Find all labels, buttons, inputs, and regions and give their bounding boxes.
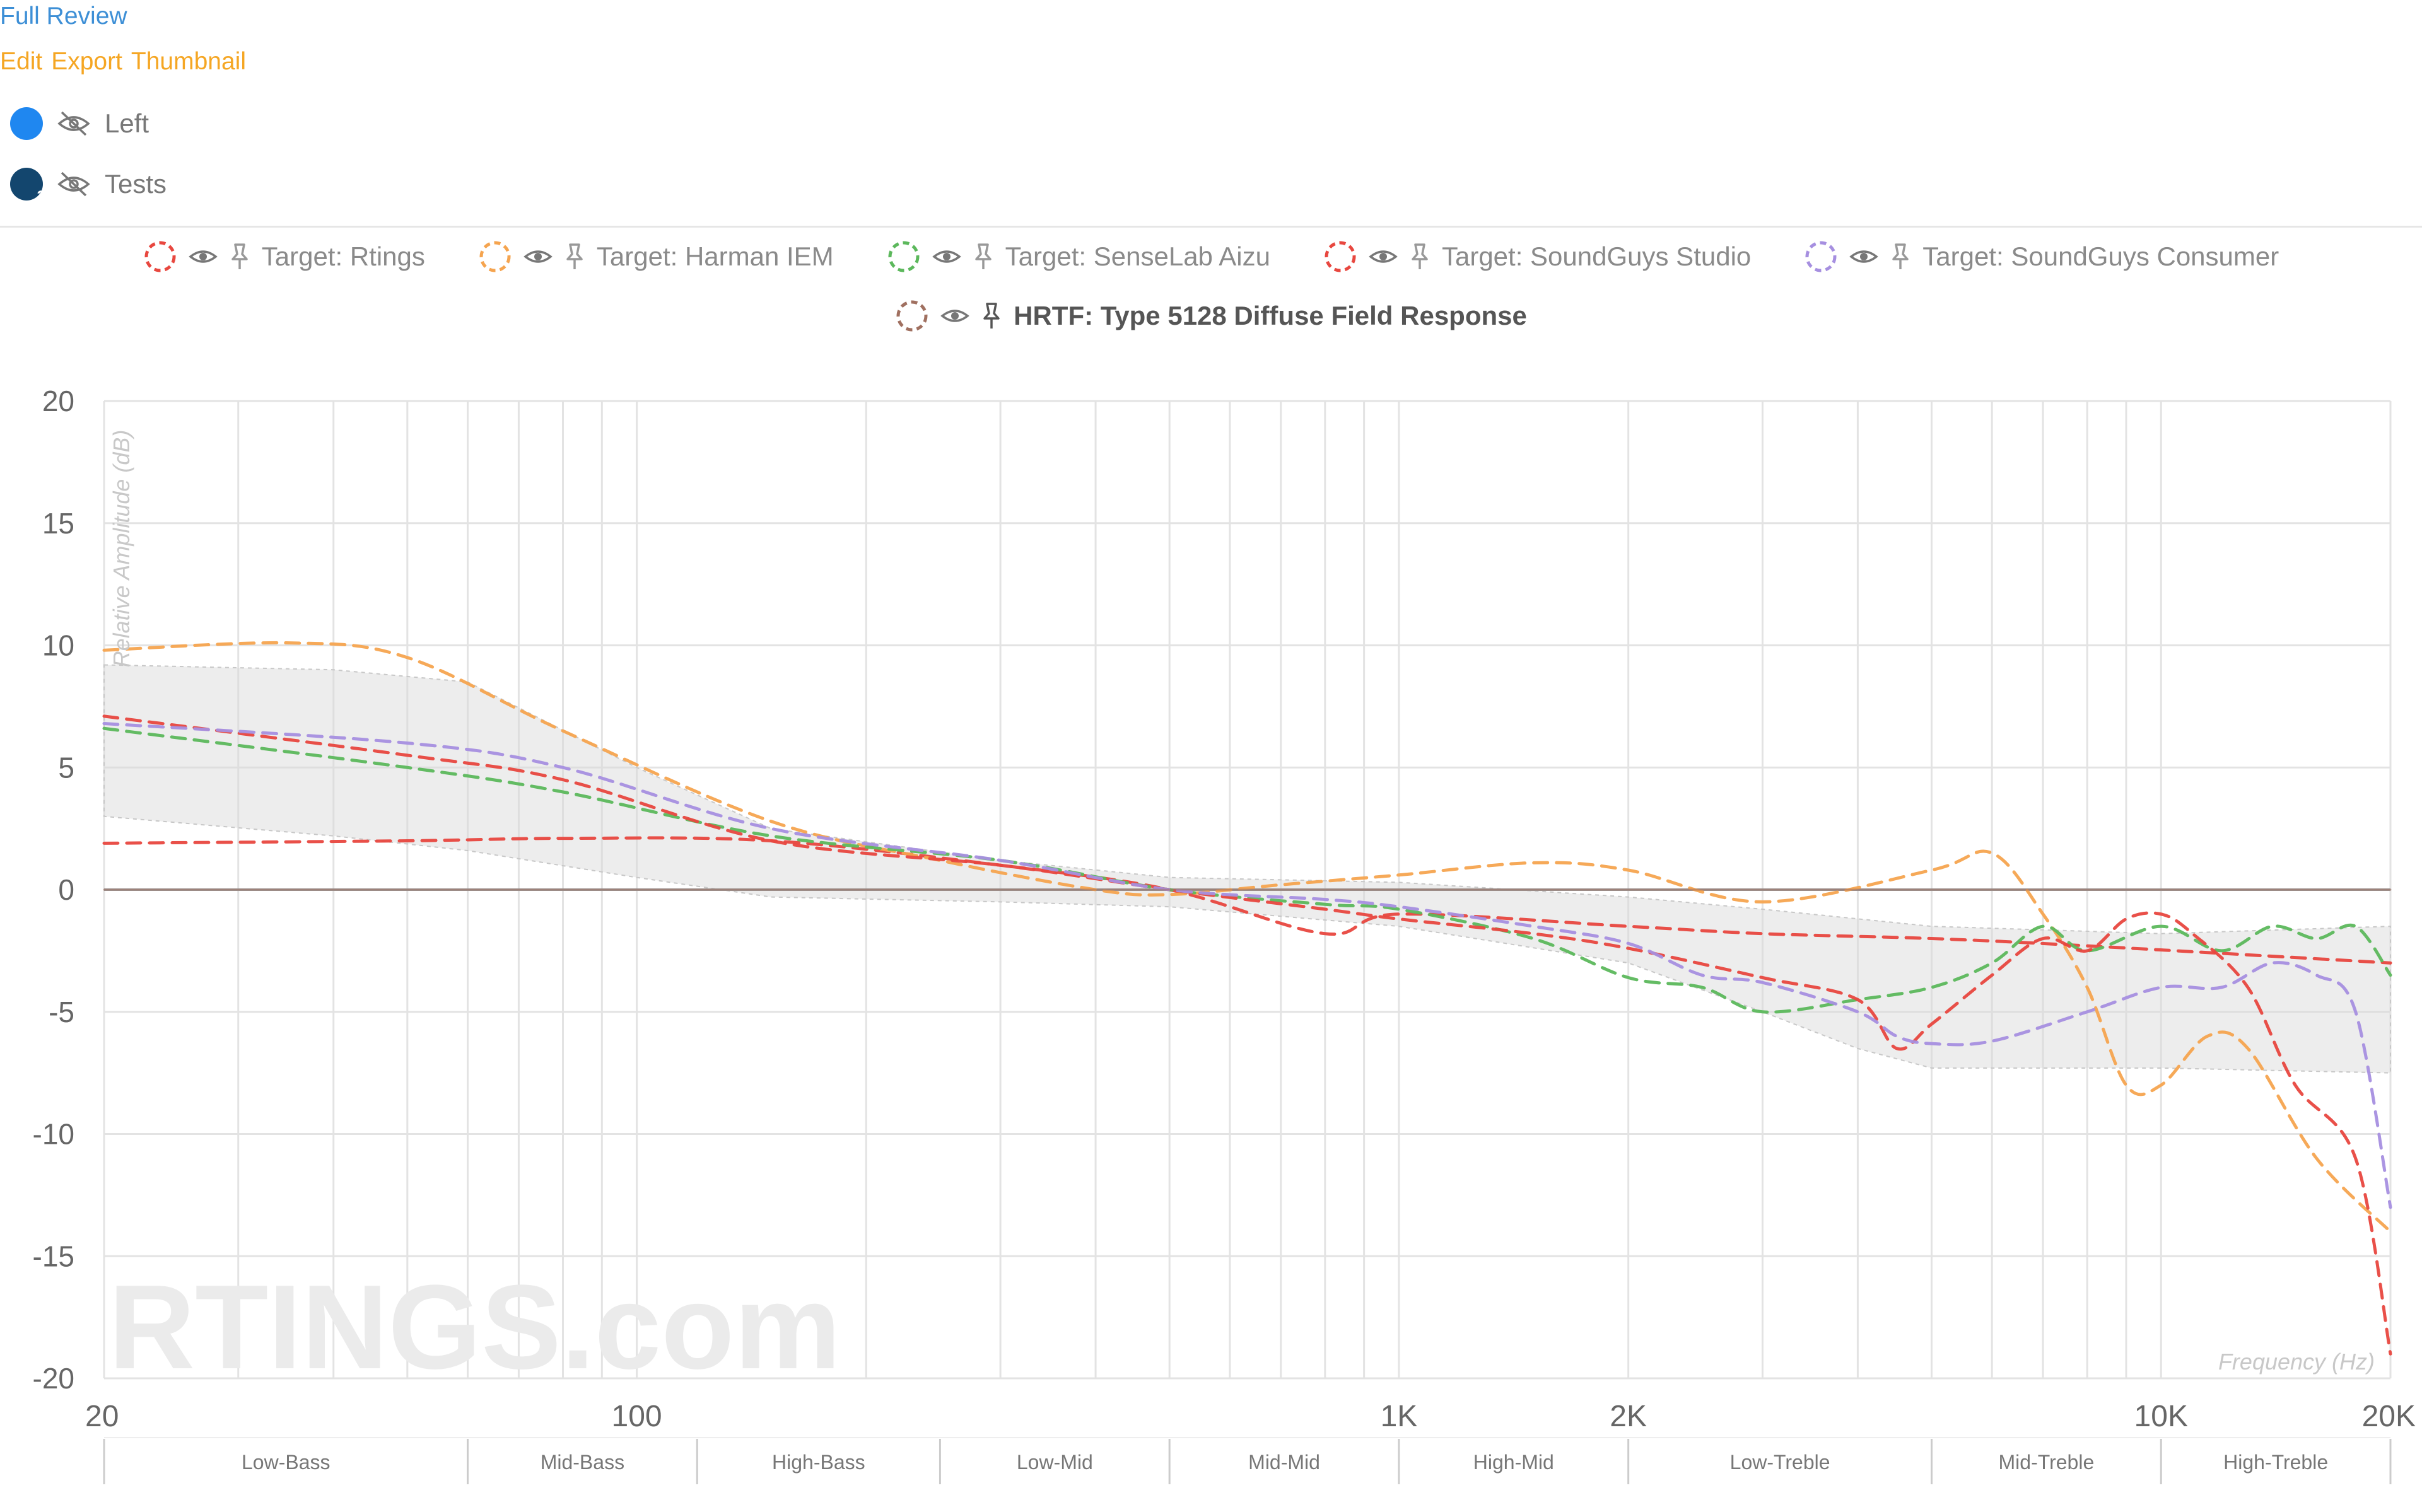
series-color-ring[interactable] bbox=[895, 299, 929, 333]
legend-label: Target: SoundGuys Consumer bbox=[1922, 241, 2279, 271]
legend-item[interactable]: Target: SoundGuys Consumer bbox=[1804, 240, 2279, 274]
target-range-band bbox=[103, 664, 2391, 1074]
legend-item[interactable]: Target: SenseLab Aizu bbox=[887, 240, 1270, 274]
y-tick-label: 15 bbox=[42, 507, 74, 540]
band-label: Mid-Treble bbox=[1999, 1451, 2095, 1474]
layer-left[interactable]: Left bbox=[10, 107, 149, 140]
series-color-ring[interactable] bbox=[887, 240, 921, 274]
watermark: RTINGS.com bbox=[108, 1260, 841, 1394]
legend-item[interactable]: Target: Rtings bbox=[143, 240, 425, 274]
series-line-1 bbox=[102, 641, 2392, 1233]
eye-slash-icon[interactable] bbox=[57, 172, 91, 197]
series-line-0 bbox=[102, 836, 2392, 965]
pin-icon[interactable] bbox=[1409, 243, 1430, 270]
layer-color-dot[interactable] bbox=[10, 107, 43, 140]
band-label: Mid-Mid bbox=[1248, 1451, 1320, 1474]
series-line-3 bbox=[102, 714, 2392, 1356]
y-axis-label: Relative Amplitude (dB) bbox=[108, 430, 134, 668]
x-tick-label: 20 bbox=[85, 1400, 119, 1433]
band-label: Low-Treble bbox=[1730, 1451, 1830, 1474]
legend-label: Target: Rtings bbox=[261, 241, 425, 271]
y-tick-label: 10 bbox=[42, 629, 74, 662]
legend-item[interactable]: Target: Harman IEM bbox=[478, 240, 834, 274]
action-links: Edit Export Thumbnail bbox=[0, 48, 255, 76]
series-color-ring[interactable] bbox=[478, 240, 512, 274]
legend-label: Target: Harman IEM bbox=[596, 241, 834, 271]
series-color-ring[interactable] bbox=[1804, 240, 1838, 274]
series-line-4 bbox=[102, 722, 2392, 1209]
pin-icon[interactable] bbox=[981, 302, 1002, 330]
band-label: Mid-Bass bbox=[541, 1451, 624, 1474]
y-tick-label: 0 bbox=[58, 873, 74, 906]
eye-icon[interactable] bbox=[188, 247, 218, 266]
y-tick-label: -5 bbox=[49, 996, 74, 1028]
edit-link[interactable]: Edit bbox=[0, 48, 43, 75]
x-axis-label: Frequency (Hz) bbox=[2218, 1349, 2375, 1375]
export-link[interactable]: Export bbox=[51, 48, 122, 75]
eye-icon[interactable] bbox=[524, 247, 553, 266]
eye-icon[interactable] bbox=[1849, 247, 1879, 266]
full-review-link[interactable]: Full Review bbox=[0, 3, 127, 30]
layer-label: Left bbox=[105, 108, 149, 138]
thumbnail-link[interactable]: Thumbnail bbox=[131, 48, 247, 75]
pin-icon[interactable] bbox=[1890, 243, 1911, 270]
band-label: High-Treble bbox=[2223, 1451, 2328, 1474]
series-color-ring[interactable] bbox=[1323, 240, 1357, 274]
legend-row-1: Target: Rtings Target: Harman IEM Target: … bbox=[0, 240, 2422, 274]
x-tick-label: 2K bbox=[1610, 1400, 1647, 1433]
y-tick-label: -20 bbox=[33, 1362, 74, 1395]
legend-item[interactable]: Target: SoundGuys Studio bbox=[1323, 240, 1751, 274]
x-tick-label: 100 bbox=[612, 1400, 662, 1433]
legend-row-2: HRTF: Type 5128 Diffuse Field Response bbox=[0, 299, 2422, 333]
band-label: Low-Bass bbox=[242, 1451, 331, 1474]
layer-color-dot[interactable]: 3 bbox=[10, 168, 45, 205]
y-tick-label: -10 bbox=[33, 1118, 74, 1151]
legend-item[interactable]: HRTF: Type 5128 Diffuse Field Response bbox=[895, 299, 1527, 333]
legend-label: Target: SoundGuys Studio bbox=[1441, 241, 1752, 271]
pin-icon[interactable] bbox=[564, 243, 585, 270]
pin-icon[interactable] bbox=[229, 243, 250, 270]
band-label: High-Mid bbox=[1473, 1451, 1554, 1474]
series-color-ring[interactable] bbox=[143, 240, 177, 274]
y-tick-label: -15 bbox=[33, 1240, 74, 1272]
y-tick-label: 20 bbox=[42, 385, 74, 417]
eye-icon[interactable] bbox=[1369, 247, 1398, 266]
eye-icon[interactable] bbox=[932, 247, 961, 266]
y-tick-label: 5 bbox=[58, 751, 74, 784]
x-tick-label: 1K bbox=[1381, 1400, 1418, 1433]
pin-icon[interactable] bbox=[973, 243, 994, 270]
band-label: High-Bass bbox=[772, 1451, 865, 1474]
layer-tests[interactable]: 3 Tests bbox=[10, 168, 167, 205]
legend-label: Target: SenseLab Aizu bbox=[1005, 241, 1270, 271]
eye-slash-icon[interactable] bbox=[57, 111, 91, 136]
eye-icon[interactable] bbox=[940, 306, 969, 325]
divider bbox=[0, 226, 2422, 228]
legend-label: HRTF: Type 5128 Diffuse Field Response bbox=[1014, 301, 1527, 330]
x-tick-label: 20K bbox=[2362, 1400, 2416, 1433]
layer-label: Tests bbox=[105, 169, 167, 199]
x-tick-label: 10K bbox=[2134, 1400, 2188, 1433]
band-label: Low-Mid bbox=[1017, 1451, 1093, 1474]
count-badge: 3 bbox=[37, 188, 45, 205]
